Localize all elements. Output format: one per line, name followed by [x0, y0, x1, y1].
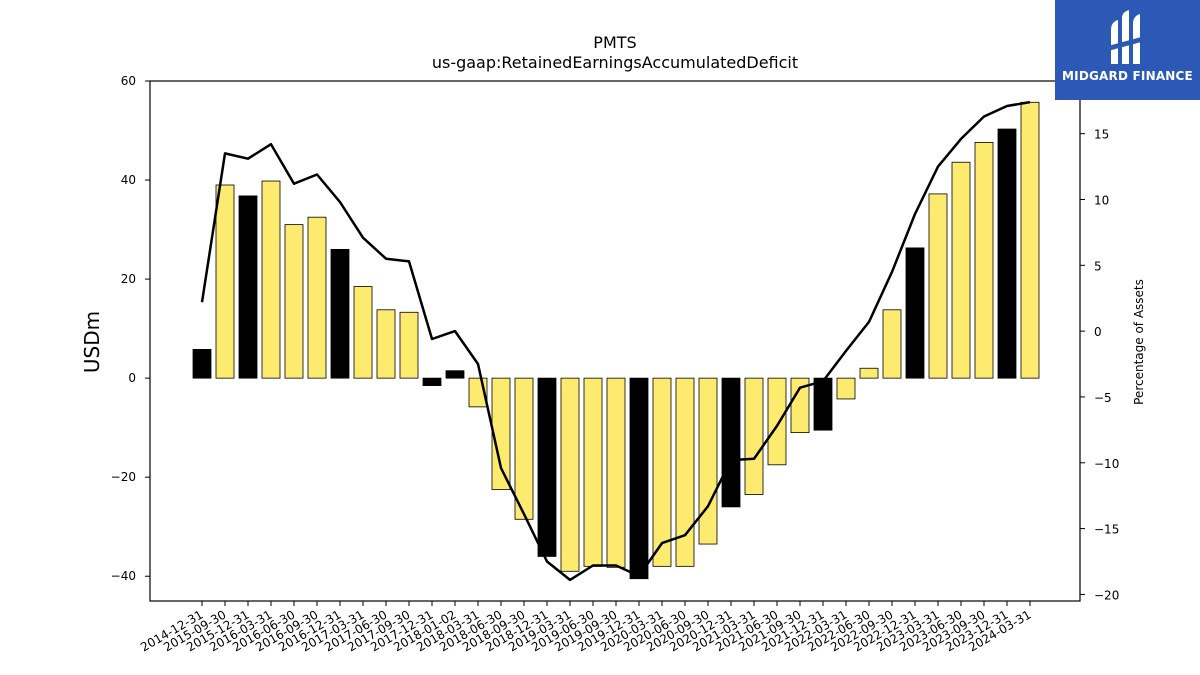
midgard-finance-logo: MIDGARD FINANCE	[1055, 0, 1200, 100]
bar-2014-12-31	[192, 349, 212, 379]
bar-2018-06-30	[491, 377, 511, 490]
bar-2019-06-30	[583, 377, 603, 567]
y-tick-label: 0	[128, 371, 136, 385]
axes: −40−200204060−20−15−10−50510152014-12-31…	[111, 74, 1120, 654]
bar-2015-12-31	[238, 195, 258, 379]
bar-2018-09-30	[514, 377, 534, 520]
y-tick-label: 60	[121, 74, 136, 88]
bar-2016-06-30	[284, 224, 304, 379]
y-tick-label: −40	[111, 569, 136, 583]
bar-2015-09-30	[215, 184, 235, 379]
y2-tick-label: −20	[1094, 588, 1119, 602]
y2-tick-label: −10	[1094, 457, 1119, 471]
bar-2017-06-30	[376, 309, 396, 379]
bar-2016-09-30	[307, 216, 327, 379]
bar-2022-06-30	[859, 367, 879, 379]
bar-2019-09-30	[606, 377, 626, 568]
y-tick-label: 20	[121, 272, 136, 286]
y2-tick-label: 15	[1094, 128, 1109, 142]
bar-2022-12-31	[905, 247, 925, 379]
bar-2019-03-31	[560, 377, 580, 572]
bar-2021-03-31	[744, 377, 764, 495]
chart-subtitle: us-gaap:RetainedEarningsAccumulatedDefic…	[432, 53, 798, 72]
bar-2021-12-31	[813, 377, 833, 431]
bar-2018-01-02	[445, 370, 465, 379]
percentage-line	[200, 100, 1031, 582]
bar-2017-12-31	[422, 377, 442, 386]
y2-axis-label: Percentage of Assets	[1132, 279, 1146, 405]
bar-2016-12-31	[330, 248, 350, 379]
y2-tick-label: 5	[1094, 259, 1102, 273]
y-tick-label: −20	[111, 470, 136, 484]
line-series	[200, 100, 1031, 582]
bar-2020-09-30	[698, 377, 718, 545]
bar-2019-12-31	[629, 377, 649, 580]
bar-series	[192, 101, 1040, 580]
y2-tick-label: 0	[1094, 325, 1102, 339]
y-tick-label: 40	[121, 173, 136, 187]
bar-2016-03-31	[261, 180, 281, 379]
bar-2023-03-31	[928, 193, 948, 379]
bar-2023-06-30	[951, 161, 971, 379]
logo-text: MIDGARD FINANCE	[1062, 69, 1193, 83]
bar-2020-12-31	[721, 377, 741, 508]
bar-2024-03-31	[1020, 101, 1040, 379]
y2-tick-label: −5	[1094, 391, 1112, 405]
y-axis-label: USDm	[80, 311, 104, 373]
plot-frame	[149, 80, 1081, 602]
bar-2023-12-31	[997, 128, 1017, 379]
bar-2021-09-30	[790, 377, 810, 434]
bar-2021-06-30	[767, 377, 787, 466]
bar-2022-09-30	[882, 309, 902, 379]
chart-title: PMTS	[593, 33, 636, 52]
bar-2017-09-30	[399, 311, 419, 379]
bar-2017-03-31	[353, 286, 373, 379]
midgard-logo-icon	[1108, 10, 1145, 64]
y2-tick-label: 10	[1094, 193, 1109, 207]
bar-2023-09-30	[974, 142, 994, 379]
bar-2020-03-31	[652, 377, 672, 567]
bar-2018-12-31	[537, 377, 557, 557]
bar-2020-06-30	[675, 377, 695, 567]
y2-tick-label: −15	[1094, 523, 1119, 537]
bar-2022-03-31	[836, 377, 856, 400]
